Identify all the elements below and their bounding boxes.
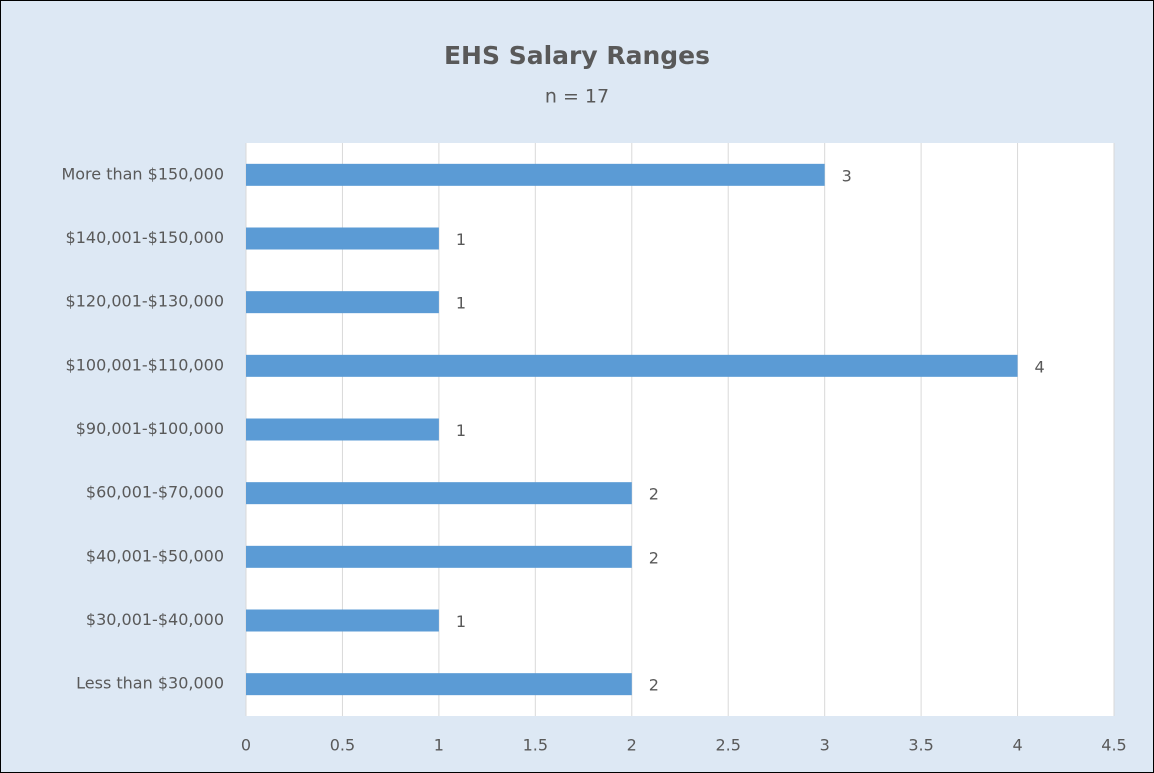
x-tick-label: 1	[434, 736, 444, 755]
x-tick-label: 4.5	[1101, 736, 1126, 755]
bar	[246, 545, 632, 568]
y-tick-label: $120,001-$130,000	[66, 292, 224, 311]
y-tick-label: $100,001-$110,000	[66, 355, 224, 374]
bar	[246, 291, 439, 314]
data-label: 3	[842, 166, 852, 185]
bar	[246, 673, 632, 696]
bar	[246, 227, 439, 250]
x-tick-label: 2.5	[715, 736, 740, 755]
y-tick-label: $90,001-$100,000	[76, 419, 224, 438]
y-tick-label: More than $150,000	[61, 164, 224, 183]
data-label: 4	[1035, 357, 1045, 376]
y-tick-label: $40,001-$50,000	[86, 546, 224, 565]
x-tick-label: 4	[1012, 736, 1022, 755]
y-tick-label: Less than $30,000	[76, 674, 224, 693]
data-label: 1	[456, 612, 466, 631]
data-label: 2	[649, 485, 659, 504]
x-tick-label: 3	[820, 736, 830, 755]
y-tick-label: $140,001-$150,000	[66, 228, 224, 247]
x-tick-label: 3.5	[908, 736, 933, 755]
data-label: 1	[456, 294, 466, 313]
bar	[246, 482, 632, 505]
y-tick-label: $60,001-$70,000	[86, 483, 224, 502]
chart-subtitle: n = 17	[545, 86, 609, 108]
x-tick-label: 1.5	[523, 736, 548, 755]
data-label: 1	[456, 230, 466, 249]
bar	[246, 418, 439, 441]
data-label: 2	[649, 676, 659, 695]
bar	[246, 163, 825, 186]
x-tick-label: 0.5	[330, 736, 355, 755]
data-label: 2	[649, 548, 659, 567]
bar	[246, 354, 1018, 377]
x-tick-label: 0	[241, 736, 251, 755]
data-label: 1	[456, 421, 466, 440]
y-tick-label: $30,001-$40,000	[86, 610, 224, 629]
chart-title: EHS Salary Ranges	[444, 41, 710, 70]
bar	[246, 609, 439, 632]
x-tick-label: 2	[627, 736, 637, 755]
